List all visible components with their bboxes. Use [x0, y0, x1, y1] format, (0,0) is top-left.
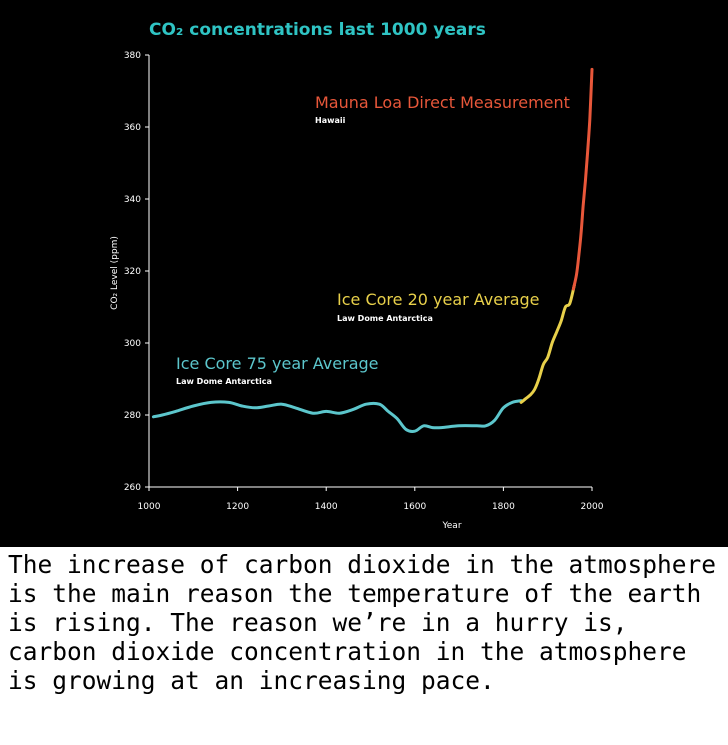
y-ticks: 260 280 300 320 340 360 380: [124, 51, 149, 493]
mauna-loa-label: Mauna Loa Direct Measurement: [315, 93, 570, 112]
y-tick-label: 300: [124, 339, 141, 349]
y-tick-label: 340: [124, 195, 141, 205]
ice-core-75-sublabel: Law Dome Antarctica: [176, 377, 272, 386]
ice-core-20-sublabel: Law Dome Antarctica: [337, 314, 433, 323]
y-tick-label: 260: [124, 483, 141, 493]
x-tick-label: 1400: [315, 502, 338, 512]
x-axis-label: Year: [441, 521, 461, 531]
y-tick-label: 360: [124, 123, 141, 133]
y-tick-label: 320: [124, 267, 141, 277]
x-tick-label: 1800: [492, 502, 515, 512]
y-axis-label: CO₂ Level (ppm): [110, 236, 120, 310]
x-tick-label: 1600: [403, 502, 426, 512]
y-tick-label: 380: [124, 51, 141, 61]
mauna-loa-sublabel: Hawaii: [315, 116, 346, 125]
co2-chart: CO₂ concentrations last 1000 years Year …: [110, 20, 604, 531]
series-line-ice-core-75-year-average: [151, 399, 523, 433]
x-tick-label: 1000: [138, 502, 161, 512]
ice-core-75-label: Ice Core 75 year Average: [176, 354, 379, 373]
x-tick-label: 1200: [226, 502, 249, 512]
series-line-mauna-loa-direct-measurement: [571, 67, 594, 291]
y-tick-label: 280: [124, 411, 141, 421]
ice-core-20-label: Ice Core 20 year Average: [337, 290, 540, 309]
x-tick-label: 2000: [581, 502, 604, 512]
series-line-ice-core-20-year-average: [519, 283, 576, 404]
x-ticks: 1000 1200 1400 1600 1800 2000: [138, 487, 604, 512]
caption-text: The increase of carbon dioxide in the at…: [8, 550, 717, 695]
chart-title: CO₂ concentrations last 1000 years: [149, 20, 486, 40]
series-lines: [151, 67, 594, 433]
chart-slide: CO₂ concentrations last 1000 years Year …: [0, 0, 728, 547]
